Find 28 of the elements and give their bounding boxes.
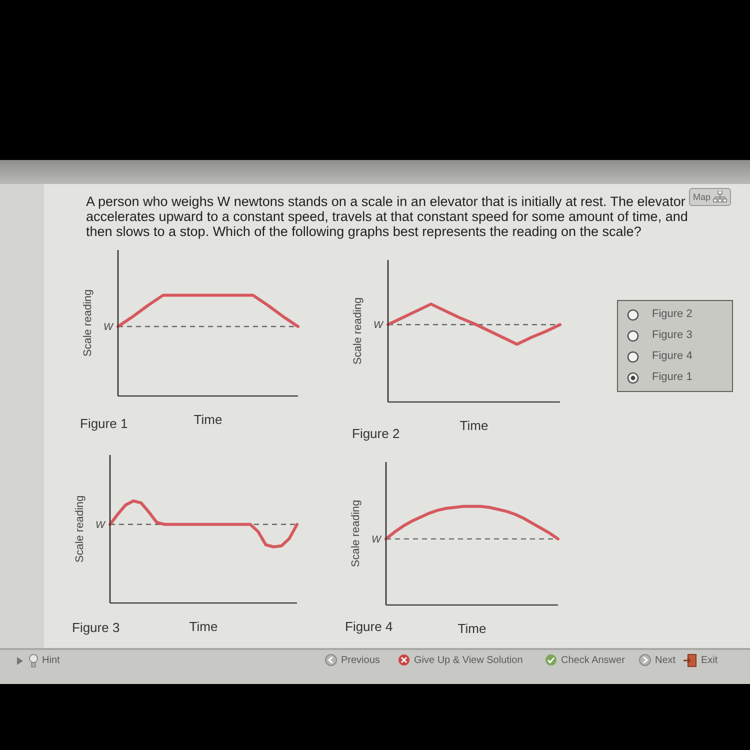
x-axis-title: Time: [460, 418, 488, 433]
text: Next: [655, 654, 676, 667]
caption: Figure 1: [80, 416, 128, 431]
caption: Figure 2: [352, 426, 400, 441]
ref-line-label: W: [96, 520, 107, 531]
caption: Figure 3: [652, 329, 692, 342]
text: Check Answer: [561, 654, 625, 667]
y-axis-title: Scale reading: [350, 500, 362, 568]
text: A person who weighs W newtons stands on a scale in an elevator that is initially at rest. The elevator accelerates upward to a constant speed, travels at that constant speed for some amount of time, and then slows to a stop. Which of the following graphs best represents the reading on the scale?: [86, 194, 688, 239]
caption: Figure 4: [345, 619, 393, 634]
text: Give Up & View Solution: [414, 654, 523, 667]
x-axis-title: Time: [458, 621, 486, 636]
map-button: Map: [689, 188, 731, 206]
ref-line-label: W: [372, 534, 383, 546]
ref-line-label: W: [104, 322, 115, 334]
ref-line-label: W: [374, 320, 385, 332]
text: Hint: [42, 654, 60, 667]
x-axis-title: Time: [194, 412, 222, 427]
y-axis-title: Scale reading: [82, 289, 94, 357]
y-axis-title: Scale reading: [74, 495, 86, 563]
caption: Figure 3: [72, 620, 120, 635]
caption: Figure 4: [652, 350, 692, 363]
x-axis-title: Time: [189, 619, 218, 634]
caption: Figure 2: [652, 308, 692, 321]
caption: Figure 1: [652, 371, 692, 384]
text: Exit: [701, 654, 718, 667]
y-axis-title: Scale reading: [352, 297, 364, 365]
text: Previous: [341, 654, 380, 667]
